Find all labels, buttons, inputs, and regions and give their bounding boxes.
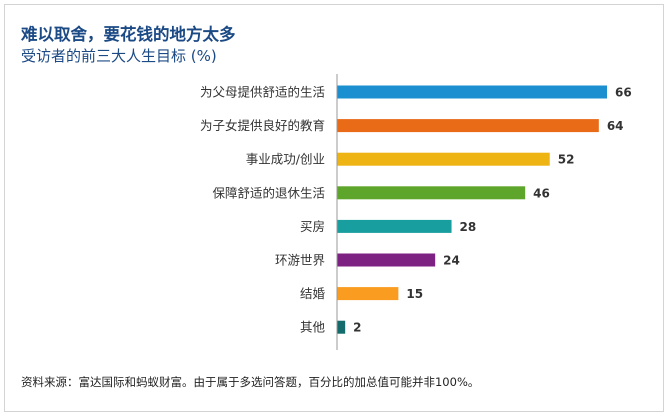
source-footnote: 资料来源：富达国际和蚂蚁财富。由于属于多选问答题，百分比的加总值可能并非100%… — [21, 375, 480, 389]
value-label: 15 — [406, 287, 423, 301]
value-label: 66 — [615, 86, 632, 100]
bar — [337, 152, 550, 166]
value-label: 28 — [460, 220, 477, 234]
value-label: 64 — [607, 119, 624, 133]
value-label: 24 — [443, 254, 460, 268]
value-label: 52 — [558, 153, 575, 167]
bar — [337, 85, 607, 99]
bar — [337, 219, 452, 233]
bar — [337, 320, 346, 334]
bar — [337, 287, 399, 301]
category-label: 保障舒适的退休生活 — [212, 185, 325, 200]
category-label: 买房 — [300, 219, 325, 234]
chart-title: 难以取舍，要花钱的地方太多 — [21, 25, 236, 44]
bar — [337, 253, 436, 267]
category-label: 其他 — [300, 320, 326, 335]
bar — [337, 119, 599, 133]
category-label: 为父母提供舒适的生活 — [200, 85, 325, 100]
chart-subtitle: 受访者的前三大人生目标 (%) — [21, 47, 217, 65]
category-label: 为子女提供良好的教育 — [200, 118, 325, 133]
value-label: 2 — [353, 321, 361, 335]
category-label: 环游世界 — [275, 253, 326, 268]
bar — [337, 186, 526, 200]
chart-frame — [4, 4, 664, 412]
category-label: 结婚 — [300, 286, 326, 301]
category-label: 事业成功/创业 — [246, 152, 325, 167]
value-label: 46 — [533, 186, 550, 200]
